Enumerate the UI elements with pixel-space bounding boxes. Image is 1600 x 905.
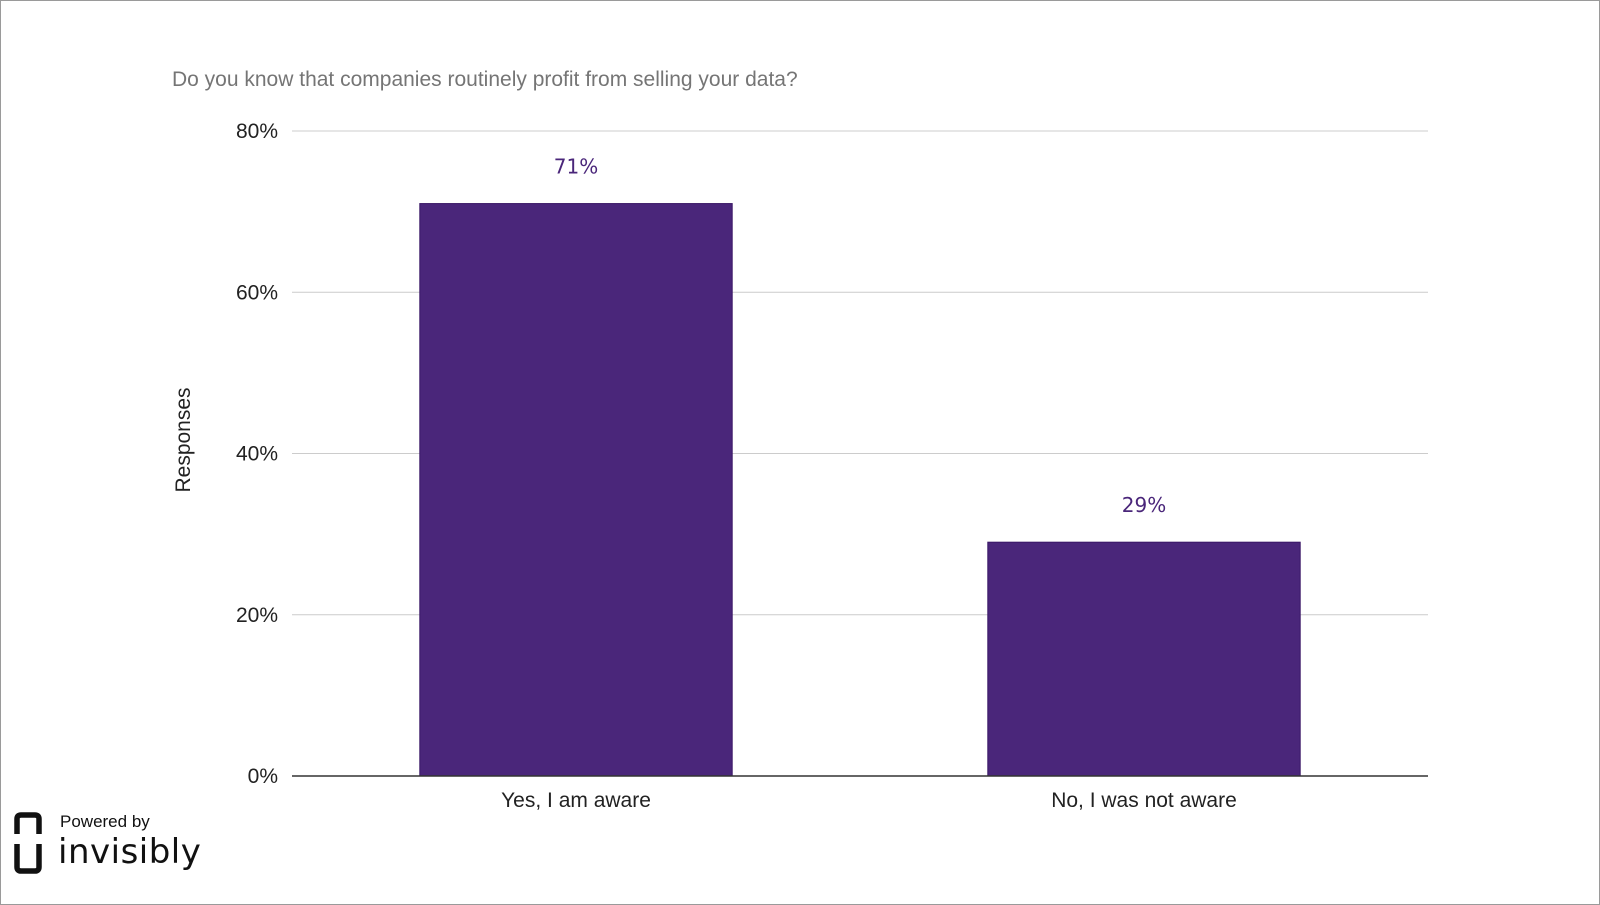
brand-name: invisibly xyxy=(58,832,202,872)
invisibly-logo-icon xyxy=(14,812,42,874)
x-category-label: Yes, I am aware xyxy=(501,789,651,812)
powered-by-branding: Powered by invisibly xyxy=(14,812,224,882)
bars xyxy=(419,203,1301,777)
bar-data-label: 71% xyxy=(554,155,598,179)
bar-data-label: 29% xyxy=(1122,493,1166,517)
y-tick-label: 40% xyxy=(236,443,278,466)
chart-title: Do you know that companies routinely pro… xyxy=(172,68,798,91)
x-category-label: No, I was not aware xyxy=(1051,789,1237,812)
y-tick-label: 60% xyxy=(236,281,278,304)
powered-by-text: Powered by xyxy=(60,812,150,831)
bar xyxy=(987,541,1301,777)
y-axis-label: Responses xyxy=(172,387,195,492)
data-labels: 71% 29% xyxy=(554,155,1166,518)
bar xyxy=(419,203,733,777)
y-tick-label: 20% xyxy=(236,604,278,627)
y-axis-ticks: 0% 20% 40% 60% 80% xyxy=(236,120,278,788)
y-tick-label: 80% xyxy=(236,120,278,143)
x-axis-categories: Yes, I am aware No, I was not aware xyxy=(501,789,1237,812)
y-tick-label: 0% xyxy=(248,765,278,788)
